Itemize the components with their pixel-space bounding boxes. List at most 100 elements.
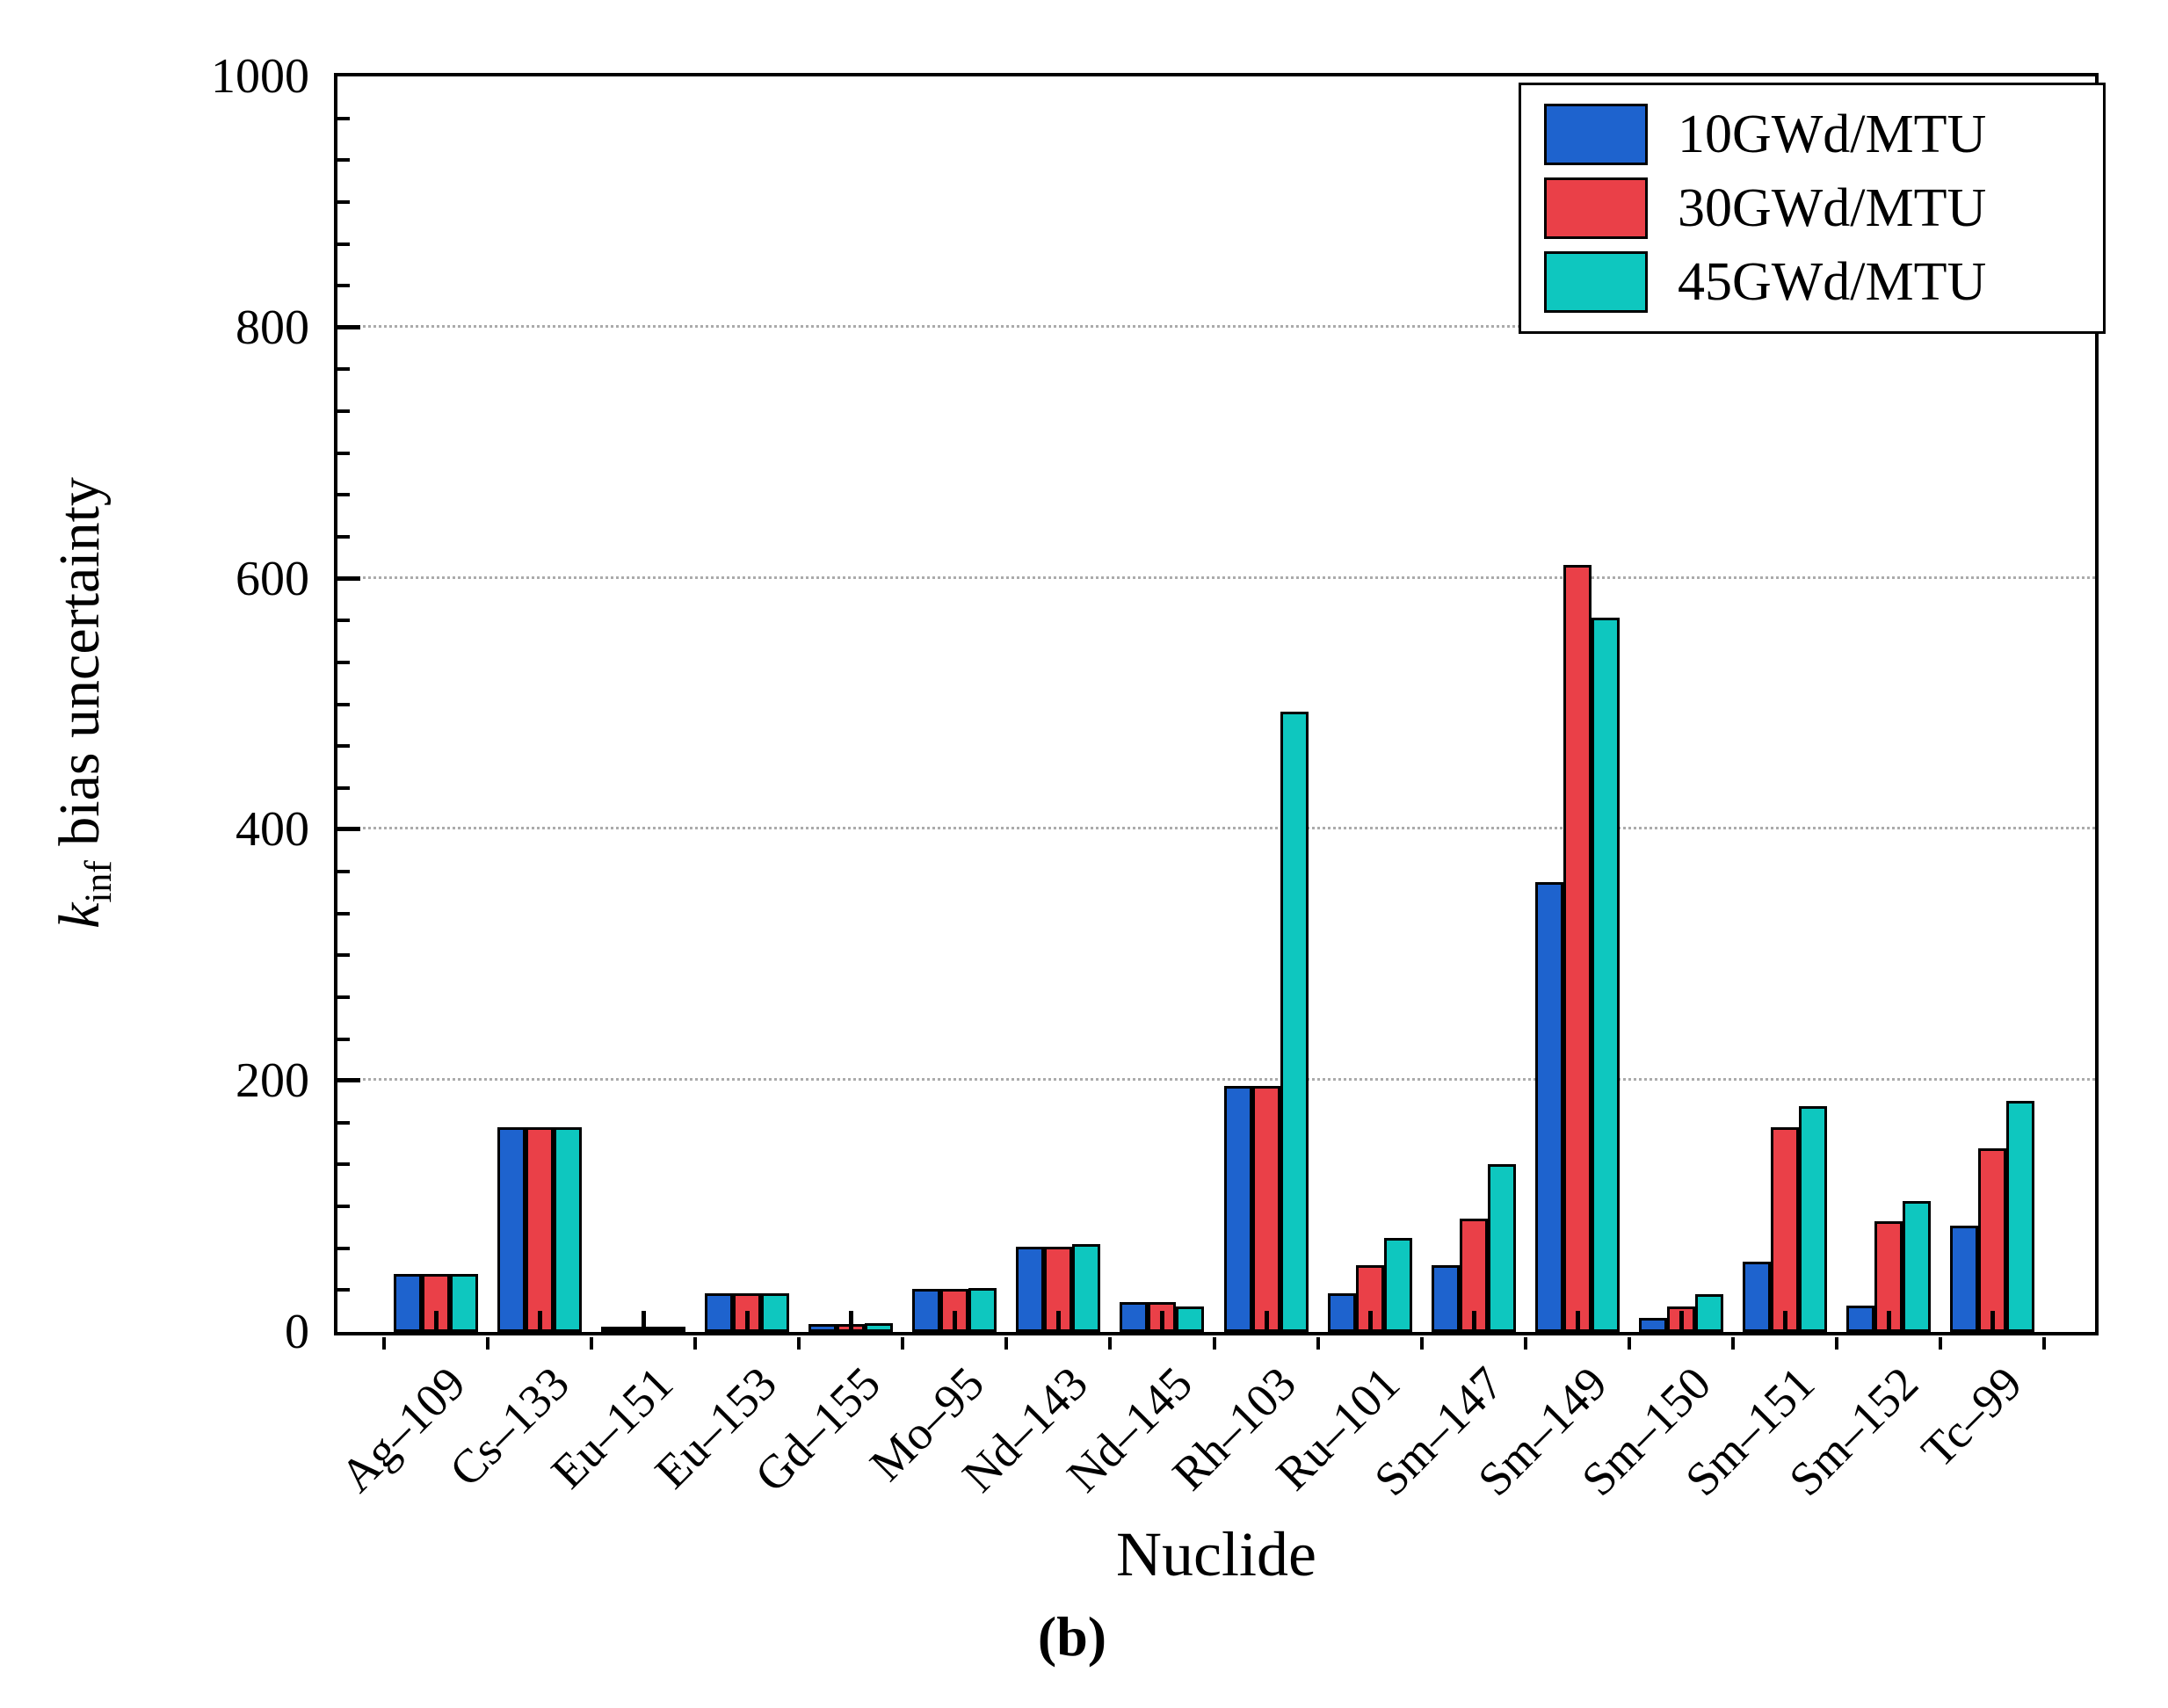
legend-label: 30GWd/MTU [1678, 178, 1987, 238]
bar [912, 1289, 941, 1332]
bar [1950, 1226, 1979, 1332]
bar [1978, 1148, 2007, 1332]
bar [1487, 1164, 1516, 1332]
bar [1327, 1293, 1356, 1332]
y-major-tick [337, 1078, 360, 1083]
y-minor-tick [337, 1205, 350, 1209]
y-axis-title-subscript: inf [77, 860, 120, 903]
x-major-tick [745, 1311, 750, 1332]
y-minor-tick [337, 158, 350, 163]
bar [1694, 1294, 1723, 1332]
y-minor-tick [337, 1162, 350, 1167]
x-major-tick [1782, 1311, 1787, 1332]
y-major-tick [337, 324, 360, 329]
y-tick-label: 0 [285, 1305, 309, 1359]
y-minor-tick [337, 116, 350, 120]
y-tick-label: 200 [236, 1053, 309, 1109]
y-minor-tick [337, 1246, 350, 1250]
x-minor-tick [382, 1337, 386, 1350]
bar [1591, 618, 1620, 1332]
x-major-tick [434, 1311, 439, 1332]
x-minor-tick [1108, 1337, 1113, 1350]
y-tick-label: 400 [236, 802, 309, 858]
x-minor-tick [1523, 1337, 1527, 1350]
legend-swatch [1544, 251, 1648, 313]
y-minor-tick [337, 619, 350, 623]
x-minor-tick [486, 1337, 490, 1350]
y-minor-tick [337, 744, 350, 749]
x-axis-title: Nuclide [1116, 1519, 1316, 1589]
y-minor-tick [337, 284, 350, 288]
bar [1251, 1086, 1280, 1332]
x-minor-tick [693, 1337, 698, 1350]
bar [1742, 1262, 1771, 1332]
x-major-tick [849, 1311, 854, 1332]
legend-row: 30GWd/MTU [1544, 171, 2103, 245]
bar [1638, 1318, 1667, 1332]
y-minor-tick [337, 702, 350, 706]
y-minor-tick [337, 785, 350, 790]
y-gridline [337, 1078, 2095, 1082]
y-minor-tick [337, 1120, 350, 1125]
y-axis-title-k: k [47, 902, 112, 929]
bar [1383, 1238, 1412, 1332]
bar [497, 1127, 526, 1332]
bar [1563, 565, 1592, 1332]
y-axis-title-rest: bias uncertainty [47, 477, 112, 861]
y-major-tick [337, 575, 360, 581]
y-minor-tick [337, 660, 350, 664]
x-major-tick [642, 1311, 647, 1332]
x-tick-label: Tc–99 [1911, 1357, 2033, 1478]
bar [450, 1274, 478, 1332]
y-minor-tick [337, 1288, 350, 1292]
bar [526, 1127, 555, 1332]
x-major-tick [1160, 1311, 1165, 1332]
bar [1176, 1306, 1205, 1332]
x-minor-tick [1316, 1337, 1320, 1350]
legend: 10GWd/MTU 30GWd/MTU 45GWd/MTU [1519, 83, 2106, 334]
x-major-tick [538, 1311, 543, 1332]
legend-label: 10GWd/MTU [1678, 105, 1987, 164]
x-minor-tick [797, 1337, 801, 1350]
x-major-tick [1056, 1311, 1062, 1332]
x-minor-tick [1627, 1337, 1631, 1350]
bar [1534, 882, 1563, 1332]
x-major-tick [953, 1311, 958, 1332]
bar [1280, 712, 1309, 1332]
subfigure-caption: (b) [1037, 1605, 1107, 1668]
x-minor-tick [1730, 1337, 1735, 1350]
bar [761, 1293, 790, 1332]
x-minor-tick [901, 1337, 905, 1350]
legend-row: 45GWd/MTU [1544, 245, 2103, 319]
bar [808, 1324, 837, 1332]
y-major-tick [337, 827, 360, 832]
y-minor-tick [337, 367, 350, 372]
y-tick-label: 600 [236, 551, 309, 606]
y-minor-tick [337, 953, 350, 958]
bar [1798, 1106, 1827, 1332]
bar [1770, 1127, 1799, 1332]
bar [1431, 1265, 1460, 1332]
y-minor-tick [337, 1037, 350, 1041]
y-minor-tick [337, 242, 350, 246]
bar [601, 1327, 630, 1332]
x-major-tick [1990, 1311, 1996, 1332]
x-minor-tick [1834, 1337, 1838, 1350]
y-minor-tick [337, 493, 350, 497]
bar [1223, 1086, 1252, 1332]
y-gridline [337, 827, 2095, 830]
bar [1016, 1247, 1045, 1332]
x-major-tick [1367, 1311, 1373, 1332]
bar [1072, 1244, 1101, 1332]
x-major-tick [1575, 1311, 1580, 1332]
x-minor-tick [1004, 1337, 1009, 1350]
x-minor-tick [1939, 1337, 1943, 1350]
bar [968, 1288, 997, 1332]
x-tick-label: Ag–109 [330, 1357, 476, 1502]
bar [394, 1274, 422, 1332]
bar [1902, 1201, 1931, 1332]
x-major-tick [1886, 1311, 1891, 1332]
bar [554, 1127, 583, 1332]
y-tick-label: 1000 [211, 49, 309, 104]
legend-label: 45GWd/MTU [1678, 252, 1987, 312]
